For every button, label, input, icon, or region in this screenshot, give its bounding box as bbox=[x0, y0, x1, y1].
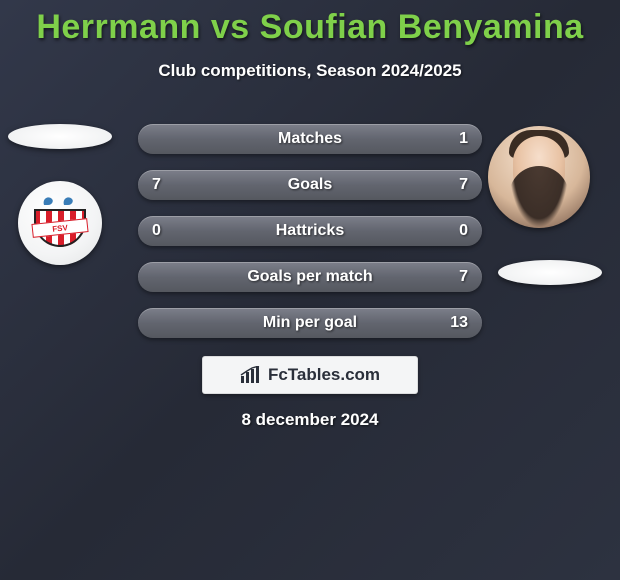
stat-row-goals: 7 Goals 7 bbox=[138, 170, 482, 200]
club-right-avatar-placeholder bbox=[498, 260, 602, 285]
stat-label: Matches bbox=[278, 130, 342, 148]
brand-badge[interactable]: FcTables.com bbox=[202, 356, 418, 394]
stat-right-value: 0 bbox=[459, 216, 468, 246]
crest-swans-icon bbox=[40, 193, 80, 207]
stat-row-goals-per-match: Goals per match 7 bbox=[138, 262, 482, 292]
stat-left-value: 0 bbox=[152, 216, 161, 246]
subtitle: Club competitions, Season 2024/2025 bbox=[0, 61, 620, 81]
title-player-left: Herrmann bbox=[36, 8, 201, 46]
stat-row-hattricks: 0 Hattricks 0 bbox=[138, 216, 482, 246]
stat-right-value: 7 bbox=[459, 170, 468, 200]
stat-label: Min per goal bbox=[263, 314, 357, 332]
page-title: Herrmann vs Soufian Benyamina bbox=[0, 0, 620, 47]
player-torso-shape bbox=[509, 166, 569, 228]
stat-label: Goals per match bbox=[247, 268, 372, 286]
bar-chart-icon bbox=[240, 366, 262, 384]
date-text: 8 december 2024 bbox=[0, 410, 620, 430]
player-left-avatar-placeholder bbox=[8, 124, 112, 149]
title-vs: vs bbox=[211, 8, 250, 46]
stat-right-value: 1 bbox=[459, 124, 468, 154]
stat-right-value: 13 bbox=[450, 308, 468, 338]
brand-text: FcTables.com bbox=[268, 365, 380, 385]
stats-panel: Matches 1 7 Goals 7 0 Hattricks 0 Goals … bbox=[138, 124, 482, 354]
stat-left-value: 7 bbox=[152, 170, 161, 200]
stat-label: Hattricks bbox=[276, 222, 344, 240]
fsv-zwickau-crest: FSV bbox=[28, 191, 92, 255]
stat-label: Goals bbox=[288, 176, 332, 194]
stat-row-matches: Matches 1 bbox=[138, 124, 482, 154]
club-left-crest: FSV bbox=[18, 181, 102, 265]
stat-row-min-per-goal: Min per goal 13 bbox=[138, 308, 482, 338]
title-player-right: Soufian Benyamina bbox=[260, 8, 584, 46]
stat-right-value: 7 bbox=[459, 262, 468, 292]
infographic-root: Herrmann vs Soufian Benyamina Club compe… bbox=[0, 0, 620, 580]
player-right-photo bbox=[488, 126, 590, 228]
